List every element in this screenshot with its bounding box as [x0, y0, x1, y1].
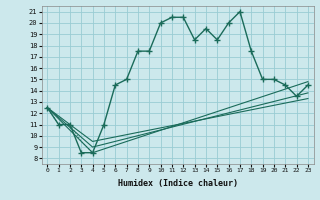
X-axis label: Humidex (Indice chaleur): Humidex (Indice chaleur): [118, 179, 237, 188]
